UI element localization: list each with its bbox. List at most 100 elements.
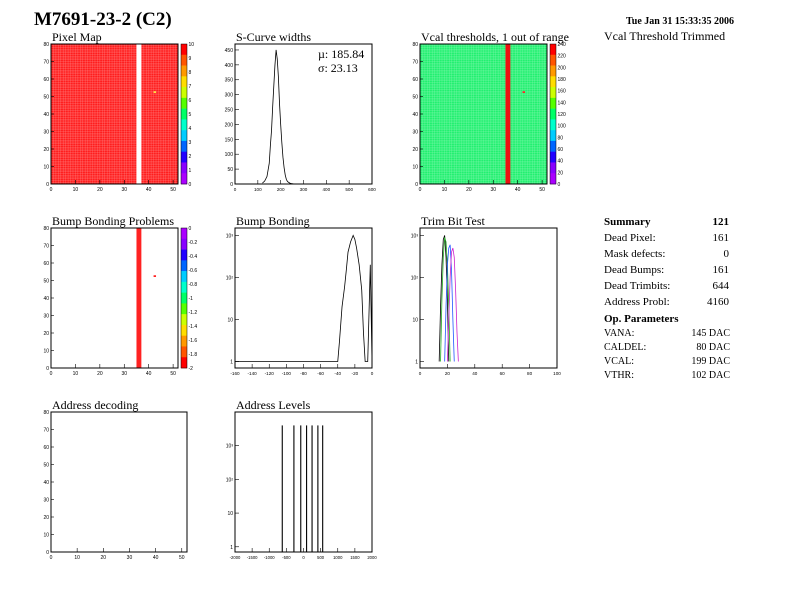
x-tick-label: 30 (121, 371, 127, 377)
y-tick-label: 10³ (411, 233, 419, 239)
summary-count: 161 (712, 264, 730, 276)
y-tick-label: 80 (43, 410, 49, 416)
vcal-thresholds-chart: 0 10 20 30 40 50 0 10 20 30 40 50 60 70 80 0 20 40 60 80 100… (412, 42, 566, 193)
y-tick-label: 10³ (226, 444, 234, 450)
y-tick-label: 250 (225, 108, 234, 114)
colorbar-segment (550, 130, 556, 142)
colorbar-label: 0 (558, 182, 561, 188)
vcal-trimmed-label: Vcal Threshold Trimmed (604, 29, 726, 43)
x-tick-label: 20 (445, 371, 451, 376)
y-tick-label: 50 (43, 279, 49, 285)
summary-count: 4160 (707, 296, 729, 308)
y-tick-label: 60 (43, 77, 49, 83)
colorbar-segment (181, 260, 187, 272)
colorbar-label: 120 (558, 112, 567, 118)
y-tick-label: 70 (412, 60, 418, 66)
colorbar-label: -0.4 (189, 254, 198, 260)
x-tick-label: 10 (74, 555, 80, 561)
y-tick-label: 80 (43, 42, 49, 48)
summary-count: 644 (712, 280, 730, 292)
x-tick-label: 600 (368, 187, 376, 192)
pixel-map-title: Pixel Map (52, 30, 102, 44)
colorbar-segment (550, 119, 556, 131)
x-tick-label: 50 (539, 187, 545, 193)
y-tick-label: 80 (43, 226, 49, 232)
colorbar-label: 8 (189, 70, 192, 76)
x-tick-label: 50 (170, 371, 176, 377)
x-tick-label: 60 (500, 371, 506, 376)
colorbar-label: 180 (558, 77, 567, 83)
x-tick-label: 0 (50, 555, 53, 561)
colorbar-label: 10 (189, 42, 195, 48)
y-tick-label: 300 (225, 93, 234, 99)
x-tick-label: 20 (466, 187, 472, 193)
summary-row: Address Probl: 4160 (604, 294, 729, 310)
pixel-map-chart: 0 10 20 30 40 50 0 10 20 30 40 50 60 70 80 0 1 2 3 4 5 6 7 8 9 10 (43, 42, 194, 193)
y-tick-label: 60 (43, 445, 49, 451)
colorbar-segment (181, 151, 187, 163)
x-tick-label: 1000 (333, 555, 343, 560)
colorbar-segment (181, 314, 187, 326)
colorbar-segment (181, 119, 187, 131)
y-tick-label: 0 (46, 182, 49, 188)
colorbar-segment (181, 324, 187, 336)
colorbar-label: 100 (558, 124, 567, 130)
colorbar-segment (550, 140, 556, 152)
colorbar-label: 240 (558, 42, 567, 48)
y-tick-label: 30 (43, 314, 49, 320)
colorbar-label: -0.6 (189, 268, 198, 274)
y-tick-label: 20 (43, 147, 49, 153)
y-tick-label: 10 (227, 317, 233, 323)
x-tick-label: 0 (302, 555, 305, 560)
address-levels-chart: -2000 -1500 -1000 -500 0 500 1000 1500 2000 1 10 10… (226, 411, 377, 560)
colorbar-segment (181, 97, 187, 109)
colorbar-segment (181, 335, 187, 347)
x-tick-label: 2000 (367, 555, 377, 560)
y-tick-label: 50 (227, 167, 233, 173)
y-tick-label: 10 (412, 165, 418, 171)
y-tick-label: 70 (43, 244, 49, 250)
scurve-chart: 0 100 200 300 400 500 600 0 50 100 150 200 250 300 350… (225, 43, 376, 192)
colorbar-label: -1.6 (189, 338, 198, 344)
x-tick-label: 100 (553, 371, 561, 376)
x-tick-label: -1000 (264, 555, 275, 560)
op-row: VTHR: 102 DAC (604, 369, 730, 383)
colorbar-label: 20 (558, 170, 564, 176)
x-tick-label: 30 (490, 187, 496, 193)
x-tick-label: 40 (146, 187, 152, 193)
series-line (444, 244, 455, 362)
colorbar-segment (550, 162, 556, 174)
y-tick-label: 10² (411, 275, 419, 281)
colorbar-label: -0.8 (189, 282, 198, 288)
summary-row: Dead Pixel: 161 (604, 230, 729, 246)
colorbar-segment (181, 44, 187, 56)
x-tick-label: 1500 (350, 555, 360, 560)
op-parameters-title-text: Op. Parameters (604, 313, 679, 325)
colorbar-label: 2 (189, 154, 192, 160)
op-row: CALDEL: 80 DAC (604, 341, 730, 355)
colorbar-label: 0 (189, 226, 192, 232)
y-tick-label: 350 (225, 78, 234, 84)
op-row: VANA: 145 DAC (604, 327, 730, 341)
trim-bit-chart: 0 20 40 60 80 100 1 10 10² 10³ (411, 227, 561, 376)
colorbar-segment (550, 173, 556, 185)
y-tick-label: 40 (43, 112, 49, 118)
colorbar-label: 4 (189, 126, 192, 132)
y-tick-label: 60 (412, 77, 418, 83)
x-tick-label: 30 (121, 187, 127, 193)
scurve-stats: µ: 185.84 σ: 23.13 (318, 47, 364, 75)
colorbar-frame (180, 43, 188, 185)
summary-label: Mask defects: (604, 248, 666, 260)
x-tick-label: 400 (322, 187, 330, 192)
x-tick-label: 20 (97, 371, 103, 377)
x-tick-label: 300 (300, 187, 308, 192)
op-label: VANA: (604, 328, 635, 339)
summary-label: Dead Trimbits: (604, 280, 671, 292)
y-tick-label: 400 (225, 63, 234, 69)
colorbar-label: -1.8 (189, 352, 198, 358)
summary-title: Summary (604, 216, 651, 228)
colorbar-segment (181, 54, 187, 66)
colorbar-segment (181, 292, 187, 304)
colorbar-label: 160 (558, 89, 567, 95)
colorbar-segment (550, 54, 556, 66)
